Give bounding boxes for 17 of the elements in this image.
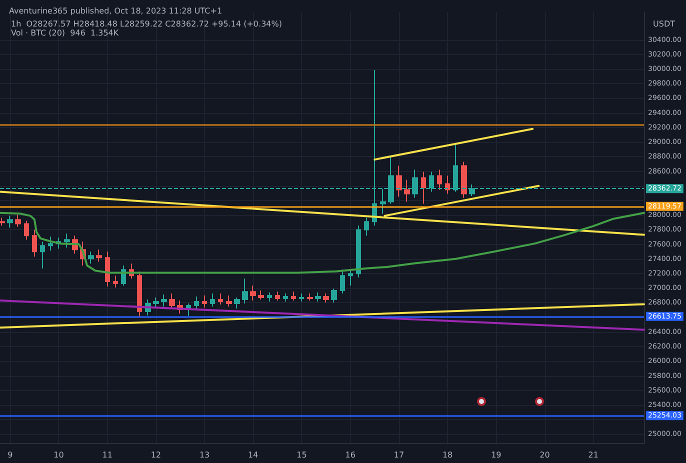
text: 1h O28267.57 H28418.48 L28259.22 C28362.72 +95.14 (+0.34%) xyxy=(11,20,282,28)
x-tick-label: 21 xyxy=(588,450,598,460)
x-tick-label: 17 xyxy=(394,450,404,460)
annotation: Vol · BTC (20) 946 1.354K xyxy=(11,28,120,38)
text: USDT xyxy=(653,20,676,28)
x-tick-label: 18 xyxy=(442,450,453,460)
x-tick-label: 13 xyxy=(199,450,210,460)
x-tick-label: 16 xyxy=(345,450,356,460)
x-tick-label: 9 xyxy=(8,450,13,460)
x-tick-label: 19 xyxy=(491,450,502,460)
chart-title: Aventurine365 published, Oct 18, 2023 11:28 UTC+1 xyxy=(9,6,222,16)
x-tick-label: 12 xyxy=(150,450,162,460)
x-tick-label: 20 xyxy=(540,450,550,460)
x-tick-label: 11 xyxy=(102,450,112,460)
x-tick-label: 14 xyxy=(248,450,258,460)
x-tick-label: 15 xyxy=(296,450,307,460)
x-tick-label: 10 xyxy=(54,450,64,460)
